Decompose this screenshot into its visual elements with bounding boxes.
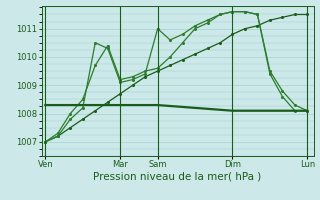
X-axis label: Pression niveau de la mer( hPa ): Pression niveau de la mer( hPa ) [93, 172, 262, 182]
